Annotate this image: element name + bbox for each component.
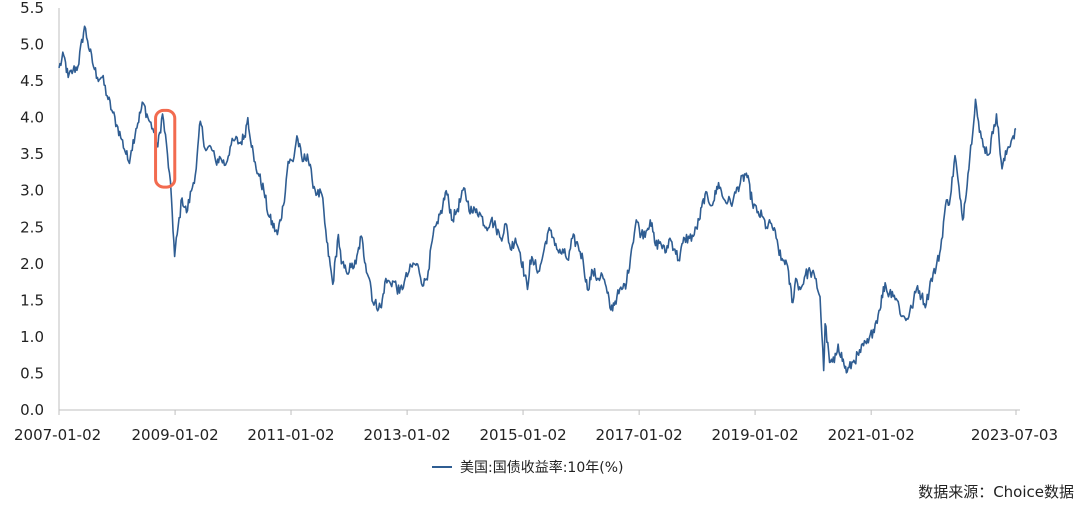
source-note: 数据来源：Choice数据 <box>918 483 1074 501</box>
x-tick-label: 2023-07-03 <box>971 426 1058 444</box>
y-tick-label: 1.0 <box>20 328 44 346</box>
legend: 美国:国债收益率:10年(%) <box>432 459 623 476</box>
x-tick-label: 2019-01-02 <box>711 426 798 444</box>
y-tick-label: 0.0 <box>20 401 44 419</box>
y-tick-label: 4.5 <box>20 72 44 90</box>
series-layer <box>58 25 1017 374</box>
x-tick-label: 2021-01-02 <box>828 426 915 444</box>
annotation-layer <box>154 108 177 189</box>
y-tick-label: 5.0 <box>20 36 44 54</box>
y-tick-label: 2.0 <box>20 255 44 273</box>
x-tick-label: 2013-01-02 <box>364 426 451 444</box>
legend-label: 美国:国债收益率:10年(%) <box>460 459 623 476</box>
x-tick-label: 2011-01-02 <box>247 426 334 444</box>
y-axis: 0.0 0.5 1.0 1.5 2.0 2.5 3.0 3.5 4.0 4.5 5.0 5.5 <box>20 0 60 419</box>
x-tick-label: 2015-01-02 <box>479 426 566 444</box>
series-line <box>58 25 1017 374</box>
x-tick-label: 2009-01-02 <box>131 426 218 444</box>
y-tick-label: 0.5 <box>20 364 44 382</box>
x-axis: 2007-01-02 2009-01-02 2011-01-02 2013-01-02… <box>14 409 1058 444</box>
x-tick-label: 2007-01-02 <box>14 426 101 444</box>
highlight-box <box>154 108 177 189</box>
y-tick-label: 5.5 <box>20 0 44 17</box>
y-tick-label: 3.0 <box>20 182 44 200</box>
x-tick-label: 2017-01-02 <box>596 426 683 444</box>
y-tick-label: 1.5 <box>20 291 44 309</box>
y-tick-label: 2.5 <box>20 218 44 236</box>
y-tick-label: 3.5 <box>20 145 44 163</box>
y-tick-label: 4.0 <box>20 109 44 127</box>
